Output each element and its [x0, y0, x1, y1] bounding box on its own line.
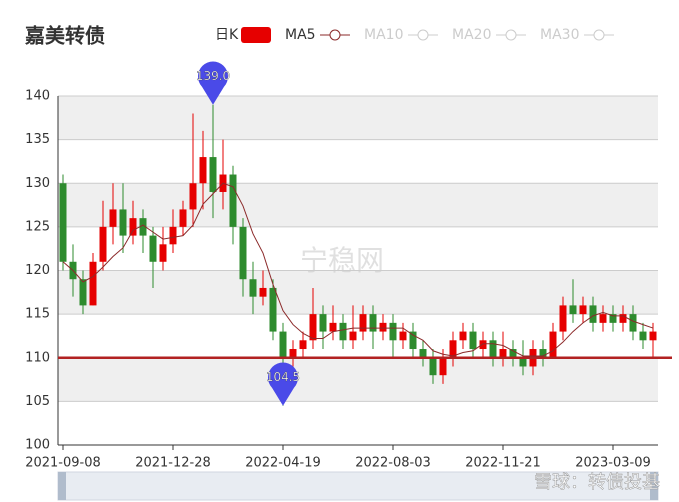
- candle-body: [419, 349, 427, 358]
- candle-body: [209, 157, 217, 192]
- candle-body: [169, 226, 177, 245]
- legend-label[interactable]: MA10: [364, 27, 403, 43]
- candle-body: [619, 314, 627, 323]
- mark-label: 139.0: [196, 69, 230, 83]
- candle-body: [379, 322, 387, 332]
- ma-line: [62, 182, 654, 357]
- x-tick-label: 2021-12-28: [135, 456, 211, 471]
- candle-body: [139, 218, 147, 236]
- grid-band: [58, 183, 658, 227]
- candle-body: [549, 331, 557, 358]
- candle-body: [589, 305, 597, 323]
- candle-body: [429, 357, 437, 376]
- y-tick-label: 135: [25, 132, 50, 147]
- candle-body: [639, 331, 647, 341]
- candle-body: [179, 209, 187, 227]
- mark-label: 104.5: [266, 370, 300, 384]
- candle-body: [389, 322, 397, 341]
- candle-body: [149, 235, 157, 262]
- candle-body: [229, 174, 237, 227]
- y-tick-label: 115: [25, 307, 50, 322]
- grid-band: [58, 96, 658, 140]
- candle-body: [599, 314, 607, 323]
- candle-body: [489, 340, 497, 358]
- candle-body: [159, 244, 167, 262]
- candle-body: [499, 349, 507, 358]
- legend-label[interactable]: MA20: [452, 27, 491, 43]
- legend-label[interactable]: MA30: [540, 27, 579, 43]
- footer-watermark: 雪球：转债投基: [534, 472, 660, 493]
- candle-body: [259, 287, 267, 297]
- legend-swatch[interactable]: [505, 29, 517, 41]
- zoom-slider[interactable]: [57, 471, 659, 501]
- candle-body: [409, 331, 417, 350]
- candle-body: [189, 183, 197, 210]
- candle-body: [439, 357, 447, 376]
- candle-body: [319, 314, 327, 332]
- grid-band: [58, 270, 658, 315]
- x-tick-label: 2021-09-08: [25, 456, 101, 471]
- candle-body: [99, 226, 107, 262]
- candle-body: [629, 314, 637, 332]
- candle-body: [359, 314, 367, 332]
- candle-body: [199, 157, 207, 184]
- x-tick-label: 2022-08-03: [355, 456, 431, 471]
- zoom-handle[interactable]: [58, 472, 66, 500]
- candle-body: [519, 357, 527, 367]
- legend-label[interactable]: 日K: [215, 27, 239, 43]
- y-tick-label: 120: [25, 263, 50, 278]
- candle-body: [609, 314, 617, 323]
- y-tick-label: 140: [25, 89, 50, 104]
- candle-body: [569, 305, 577, 315]
- mark-pin: [268, 362, 299, 406]
- candle-body: [249, 279, 257, 297]
- candle-body: [129, 218, 137, 236]
- candle-body: [459, 331, 467, 341]
- y-tick-label: 110: [25, 350, 50, 365]
- legend-label[interactable]: MA5: [285, 27, 316, 43]
- candle-body: [119, 209, 127, 236]
- candle-body: [279, 331, 287, 358]
- mark-pin: [198, 61, 228, 105]
- x-tick-label: 2022-04-19: [245, 456, 321, 471]
- candle-body: [479, 340, 487, 350]
- x-tick-label: 2022-11-21: [465, 456, 541, 471]
- candle-body: [329, 322, 337, 332]
- candle-body: [339, 322, 347, 341]
- legend-swatch[interactable]: [241, 27, 271, 43]
- legend-swatch[interactable]: [329, 29, 341, 41]
- candle-body: [309, 314, 317, 341]
- candle-body: [239, 226, 247, 280]
- candle-body: [349, 331, 357, 341]
- candle-body: [509, 349, 517, 358]
- legend-swatch[interactable]: [417, 29, 429, 41]
- y-tick-label: 130: [25, 176, 50, 191]
- watermark: 宁稳网: [300, 244, 384, 277]
- candle-body: [89, 261, 97, 306]
- candle-body: [559, 305, 567, 332]
- y-tick-label: 100: [25, 438, 50, 453]
- zoom-handle[interactable]: [650, 472, 658, 500]
- candle-body: [539, 349, 547, 358]
- candle-body: [449, 340, 457, 358]
- y-tick-label: 105: [25, 394, 50, 409]
- candle-body: [369, 314, 377, 332]
- candle-body: [269, 287, 277, 332]
- candle-body: [469, 331, 477, 350]
- legend-swatch[interactable]: [593, 29, 605, 41]
- candle-body: [299, 340, 307, 350]
- candle-body: [109, 209, 117, 227]
- candle-body: [59, 183, 67, 262]
- x-tick-label: 2023-03-09: [575, 456, 651, 471]
- chart-title: 嘉美转债: [24, 24, 105, 48]
- grid-band: [58, 357, 658, 402]
- candle-body: [79, 279, 87, 306]
- candle-body: [579, 305, 587, 315]
- y-tick-label: 125: [25, 219, 50, 234]
- candle-body: [289, 349, 297, 358]
- candle-body: [399, 331, 407, 341]
- candle-body: [649, 331, 657, 341]
